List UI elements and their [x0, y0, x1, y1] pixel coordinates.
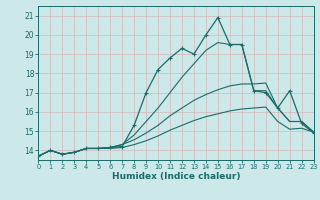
X-axis label: Humidex (Indice chaleur): Humidex (Indice chaleur)	[112, 172, 240, 181]
